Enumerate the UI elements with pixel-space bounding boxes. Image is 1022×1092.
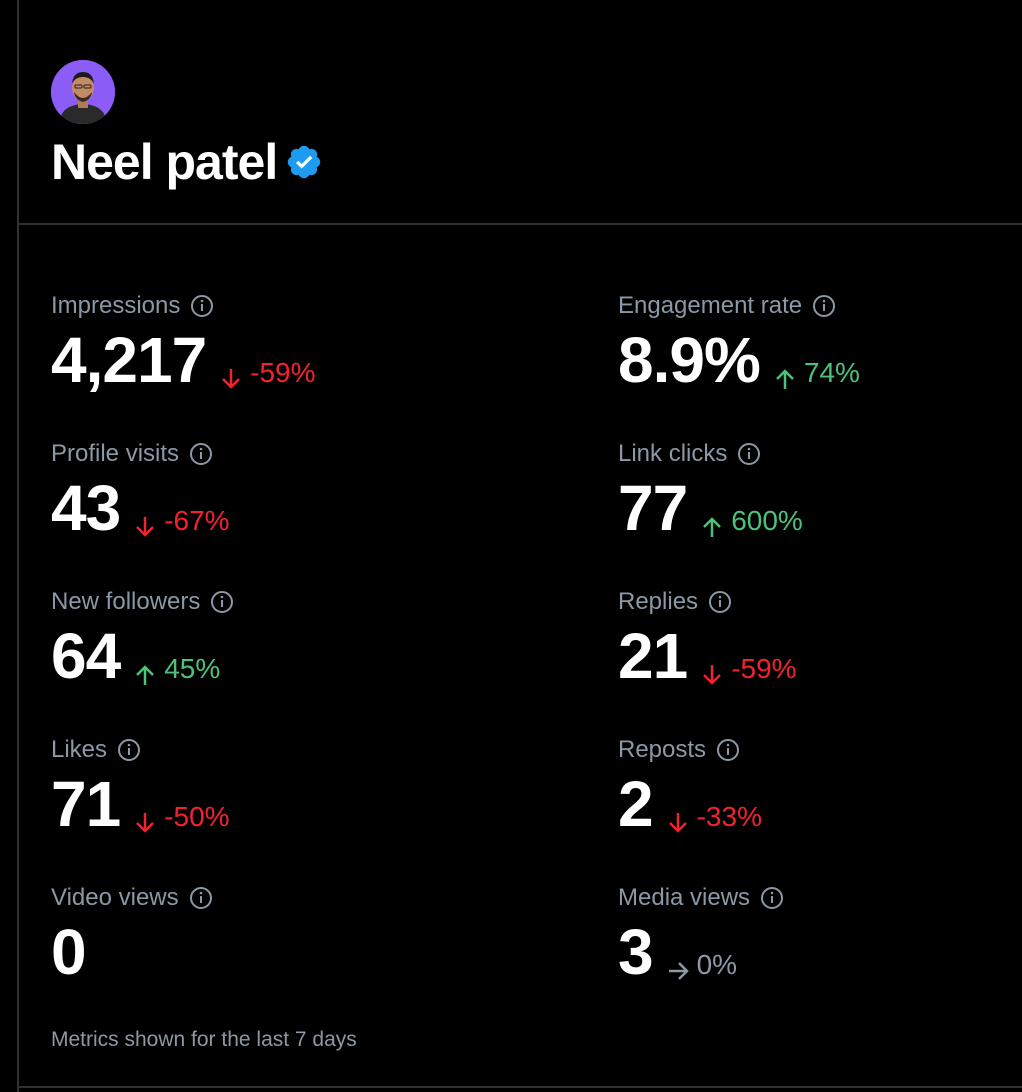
arrow-down-icon [667,811,689,835]
arrow-up-icon [134,663,156,687]
arrow-down-icon [701,663,723,687]
metric-delta-value: 45% [164,653,221,684]
metric-value-row: 8.9% 74% [618,324,1022,396]
metric-value: 4,217 [51,324,207,396]
metric-value-row: 71 -50% [51,768,491,840]
metric-value: 43 [51,472,121,544]
metric-delta: -59% [701,653,797,687]
arrow-up-icon [701,515,723,539]
info-icon[interactable] [708,590,732,614]
metric-label: New followers [51,588,201,615]
metric-delta-value: 74% [803,357,860,388]
arrow-right-icon [667,959,689,983]
metric-label-row: Engagement rate [618,290,1022,322]
metric-label: Replies [618,588,699,615]
metric-label: Engagement rate [618,292,803,319]
metrics-period-note: Metrics shown for the last 7 days [51,1028,357,1051]
metric-delta-value: -67% [164,505,230,536]
profile-name[interactable]: Neel patel [51,134,278,190]
metric-video-views: Video views 0 [51,882,491,1022]
metric-delta-value: 0% [696,949,738,980]
metric-value: 2 [618,768,654,840]
avatar-image [51,60,115,124]
metric-delta: -50% [134,801,230,835]
metric-label-row: Video views [51,882,491,914]
info-icon[interactable] [189,886,213,910]
metric-value-row: 64 45% [51,620,491,692]
metric-value-row: 43 -67% [51,472,491,544]
arrow-up-icon [774,367,796,391]
metric-delta: -67% [134,505,230,539]
metric-value-row: 21 -59% [618,620,1022,692]
avatar[interactable] [51,60,115,124]
info-icon[interactable] [210,590,234,614]
metric-label: Media views [618,884,751,911]
verified-badge-icon [285,143,323,181]
metric-delta: -59% [220,357,316,391]
metric-value: 8.9% [618,324,761,396]
metric-label-row: Media views [618,882,1022,914]
metric-delta-value: -59% [731,653,797,684]
metric-engagement-rate: Engagement rate 8.9% 74% [618,290,1022,430]
info-icon[interactable] [716,738,740,762]
metric-likes: Likes 71 -50% [51,734,491,874]
metric-delta: 0% [667,950,737,980]
arrow-down-icon [134,515,156,539]
metric-delta-value: -33% [696,801,762,832]
metric-reposts: Reposts 2 -33% [618,734,1022,874]
metric-link-clicks: Link clicks 77 600% [618,438,1022,578]
profile-name-row: Neel patel [51,132,323,192]
info-icon[interactable] [760,886,784,910]
info-icon[interactable] [189,442,213,466]
metric-value: 3 [618,916,654,988]
metric-label-row: Link clicks [618,438,1022,470]
metric-label-row: Replies [618,586,1022,618]
metric-value-row: 4,217 -59% [51,324,491,396]
info-icon[interactable] [737,442,761,466]
metric-label: Impressions [51,292,181,319]
metric-value: 77 [618,472,688,544]
metric-value: 0 [51,916,87,988]
metric-value-row: 2 -33% [618,768,1022,840]
metric-label-row: Impressions [51,290,491,322]
metric-label: Likes [51,736,108,763]
metric-delta-value: -50% [164,801,230,832]
metric-value-row: 77 600% [618,472,1022,544]
metric-label: Video views [51,884,179,911]
metric-value: 21 [618,620,688,692]
metric-delta: 45% [134,653,221,687]
metric-label-row: New followers [51,586,491,618]
metric-media-views: Media views 3 0% [618,882,1022,1022]
info-icon[interactable] [117,738,141,762]
panel-left-border [17,0,19,1092]
metric-delta-value: -59% [250,357,316,388]
info-icon[interactable] [190,294,214,318]
metric-value: 71 [51,768,121,840]
metric-delta: 600% [701,505,803,539]
metric-value-row: 3 0% [618,916,1022,988]
metric-label-row: Reposts [618,734,1022,766]
metric-delta: 74% [774,357,860,391]
metric-delta: -33% [667,801,762,835]
arrow-down-icon [134,811,156,835]
metric-replies: Replies 21 -59% [618,586,1022,726]
panel-bottom-border [19,1086,1022,1088]
metric-profile-visits: Profile visits 43 -67% [51,438,491,578]
metric-delta-value: 600% [731,505,803,536]
metric-label: Profile visits [51,440,180,467]
metric-value: 64 [51,620,121,692]
metric-new-followers: New followers 64 45% [51,586,491,726]
metric-value-row: 0 [51,916,491,988]
metric-label-row: Likes [51,734,491,766]
metric-impressions: Impressions 4,217 -59% [51,290,491,430]
arrow-down-icon [220,367,242,391]
profile-header: Neel patel [19,0,1022,225]
metric-label-row: Profile visits [51,438,491,470]
metric-label: Reposts [618,736,707,763]
info-icon[interactable] [812,294,836,318]
metric-label: Link clicks [618,440,728,467]
